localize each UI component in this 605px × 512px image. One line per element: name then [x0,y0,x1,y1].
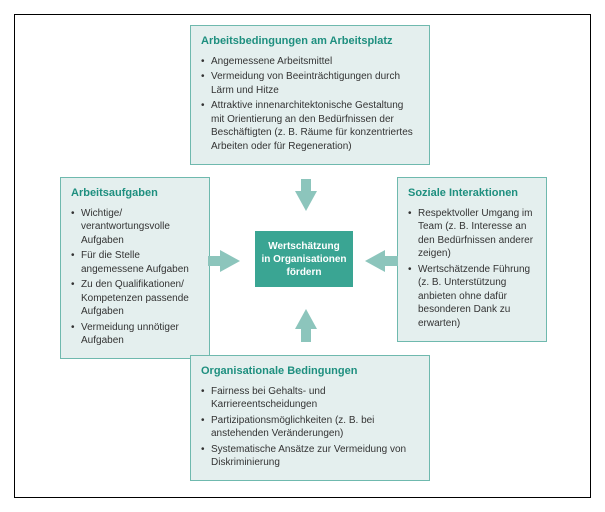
box-soziale-interaktionen: Soziale Interaktionen Respektvoller Umga… [397,177,547,342]
center-line: in Organisationen [261,254,346,265]
box-arbeitsaufgaben: Arbeitsaufgaben Wichtige/ verantwortungs… [60,177,210,359]
list-item: Angemessene Arbeitsmittel [201,55,419,69]
list-item: Attraktive innenarchitektonische Gestalt… [201,99,419,153]
box-organisationale-bedingungen: Organisationale Bedingungen Fairness bei… [190,355,430,481]
box-arbeitsbedingungen: Arbeitsbedingungen am Arbeitsplatz Angem… [190,25,430,165]
list-item: Fairness bei Gehalts- und Karriereentsch… [201,385,419,412]
box-right-title: Soziale Interaktionen [408,186,536,201]
center-line: fördern [286,267,321,278]
list-item: Systematische Ansätze zur Vermeidung von… [201,443,419,470]
arrow-up-icon [295,309,317,329]
box-top-title: Arbeitsbedingungen am Arbeitsplatz [201,34,419,49]
center-text: Wertschätzung in Organisationen fördern [261,240,346,279]
box-left-list: Wichtige/ verantwortungsvolle Aufgaben F… [71,207,199,348]
box-bottom-title: Organisationale Bedingungen [201,364,419,379]
box-right-list: Respektvoller Umgang im Team (z. B. Inte… [408,207,536,331]
box-left-title: Arbeitsaufgaben [71,186,199,201]
list-item: Wertschätzende Führung (z. B. Unterstütz… [408,263,536,331]
center-line: Wertschätzung [268,241,340,252]
list-item: Partizipationsmöglichkeiten (z. B. bei a… [201,414,419,441]
box-top-list: Angemessene Arbeitsmittel Vermeidung von… [201,55,419,154]
center-box: Wertschätzung in Organisationen fördern [255,231,353,287]
arrow-left-icon [365,250,385,272]
list-item: Zu den Qualifikationen/ Kompetenzen pass… [71,278,199,319]
list-item: Wichtige/ verantwortungsvolle Aufgaben [71,207,199,248]
list-item: Respektvoller Umgang im Team (z. B. Inte… [408,207,536,261]
list-item: Vermeidung unnötiger Aufgaben [71,321,199,348]
diagram-frame: Arbeitsbedingungen am Arbeitsplatz Angem… [14,14,591,498]
arrow-right-icon [220,250,240,272]
arrow-down-icon [295,191,317,211]
list-item: Vermeidung von Beeinträchtigungen durch … [201,70,419,97]
list-item: Für die Stelle angemessene Aufgaben [71,249,199,276]
box-bottom-list: Fairness bei Gehalts- und Karriereentsch… [201,385,419,470]
